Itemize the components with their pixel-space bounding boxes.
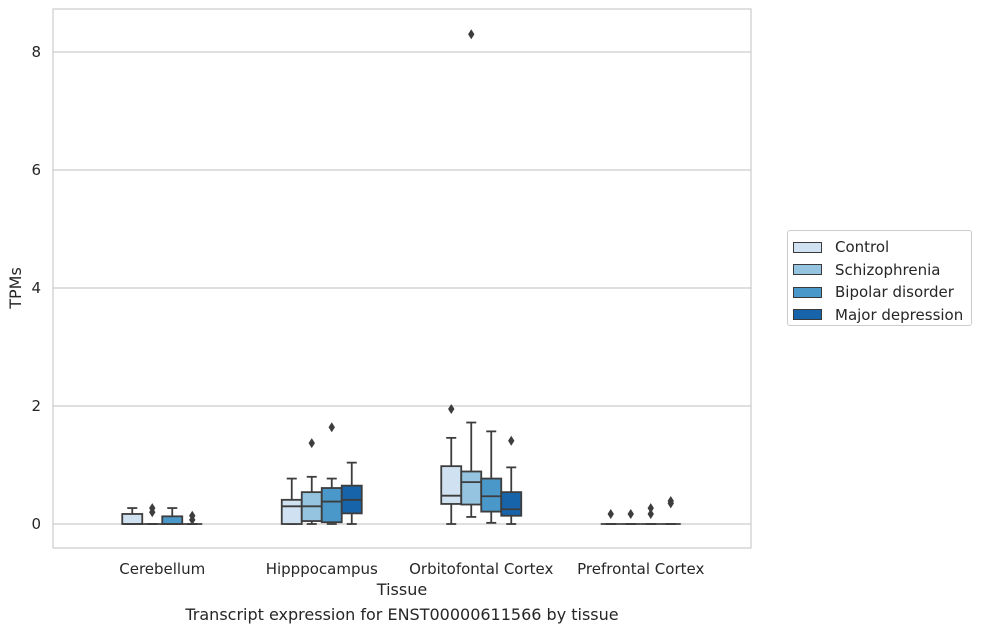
outlier-point [189, 510, 196, 521]
y-tick-label: 6 [31, 161, 41, 179]
y-tick-labels: 0 2 4 6 8 [31, 43, 41, 533]
outlier-point [149, 503, 156, 514]
plot-frame [52, 8, 752, 549]
outlier-point [607, 508, 614, 519]
outlier-point [508, 435, 515, 446]
x-tick-labels: Cerebellum Hipppocampus Orbitofontal Corte… [119, 560, 704, 578]
legend: Control Schizophrenia Bipolar disorder Majo… [787, 230, 972, 326]
legend-swatch [793, 286, 822, 298]
legend-swatch [793, 264, 822, 276]
legend-swatch [793, 309, 822, 321]
y-tick-label: 0 [31, 515, 41, 533]
box [500, 435, 523, 525]
box-body [460, 470, 483, 506]
legend-item: Bipolar disorder [793, 281, 971, 304]
box-plot-series [121, 29, 681, 525]
outlier-point [647, 508, 654, 519]
x-tick-label: Hipppocampus [266, 560, 378, 578]
box-body [320, 487, 343, 524]
box [460, 29, 483, 518]
y-axis-label: TPMs [6, 267, 25, 310]
box [182, 510, 203, 525]
legend-label: Schizophrenia [835, 260, 941, 279]
chart-caption: Transcript expression for ENST0000061156… [185, 605, 619, 624]
box [142, 503, 163, 525]
legend-swatch [793, 241, 822, 253]
outlier-point [308, 438, 315, 449]
legend-item: Control [793, 236, 971, 259]
box [161, 507, 184, 525]
outlier-point [448, 403, 455, 414]
outlier-point [647, 503, 654, 514]
box [440, 403, 463, 525]
legend-item: Schizophrenia [793, 259, 971, 282]
series-schizophrenia [142, 29, 641, 525]
series-major-depression [182, 435, 681, 525]
box [280, 477, 303, 525]
box [640, 503, 661, 525]
y-tick-label: 8 [31, 43, 41, 61]
legend-label: Major depression [835, 305, 964, 324]
y-tick-label: 4 [31, 279, 41, 297]
box-body [480, 477, 503, 513]
legend-item: Major depression [793, 304, 971, 327]
box-body [500, 491, 523, 517]
outlier-point [468, 29, 475, 40]
box [121, 507, 144, 525]
box [480, 430, 503, 524]
box [320, 422, 343, 525]
x-tick-label: Cerebellum [119, 560, 205, 578]
x-tick-label: Orbitofontal Cortex [409, 560, 553, 578]
x-tick-label: Prefrontal Cortex [577, 560, 704, 578]
x-axis-label: Tissue [376, 580, 427, 599]
box-body [121, 513, 144, 525]
box [300, 438, 323, 525]
series-control [121, 403, 621, 525]
box-body [161, 515, 184, 525]
box-body [280, 498, 303, 525]
box [600, 508, 621, 525]
outlier-point [627, 508, 634, 519]
y-tick-label: 2 [31, 397, 41, 415]
box [340, 461, 363, 525]
series-bipolar-disorder [161, 422, 661, 525]
outlier-point [667, 495, 674, 506]
box-body [440, 465, 463, 505]
box [620, 508, 641, 525]
legend-label: Bipolar disorder [835, 283, 954, 302]
legend-label: Control [835, 238, 890, 257]
outlier-point [328, 422, 335, 433]
box [660, 495, 681, 525]
grid-lines [53, 51, 751, 525]
